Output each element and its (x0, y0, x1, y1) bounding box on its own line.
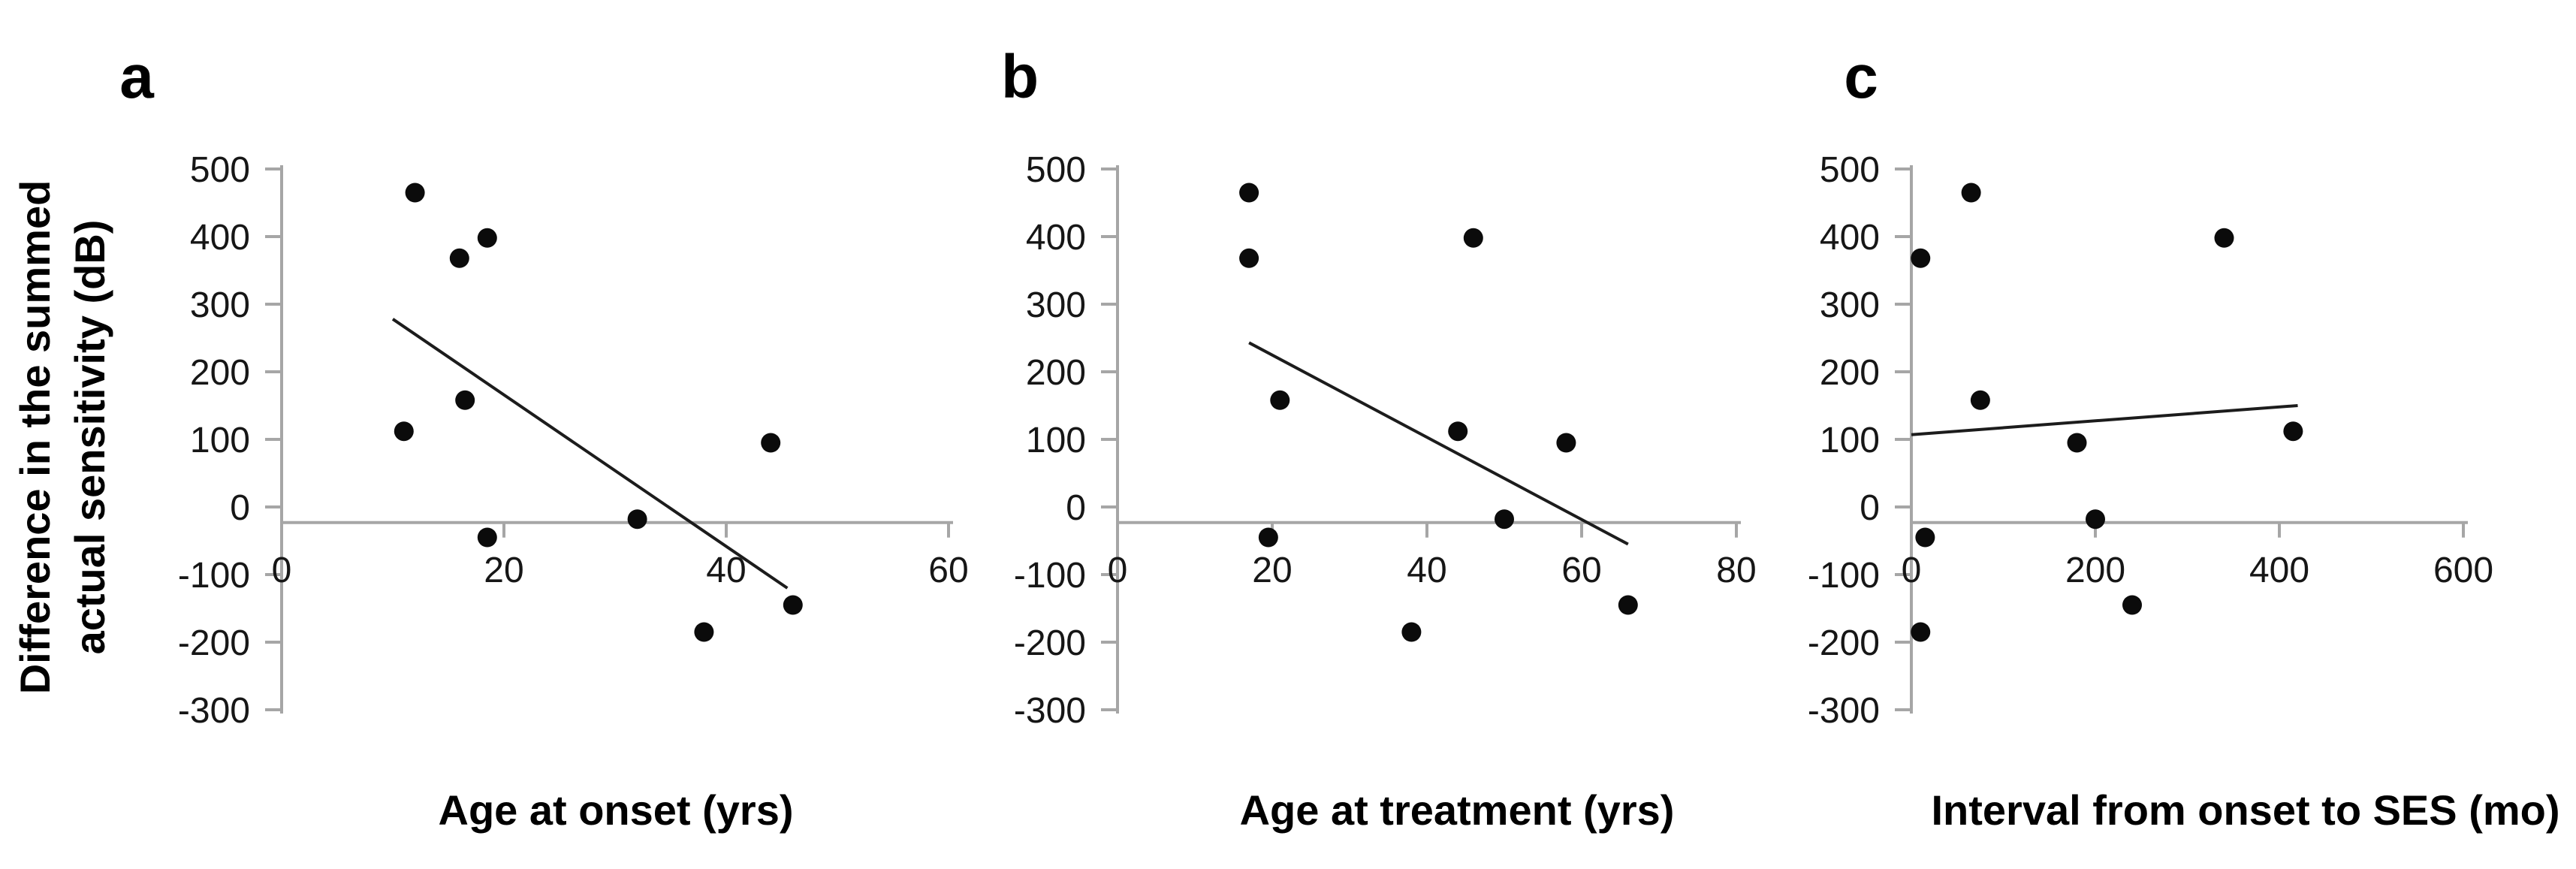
data-point (1911, 622, 1931, 642)
y-tick-label: -200 (178, 623, 250, 663)
data-point (761, 433, 781, 453)
y-tick-label: 300 (1026, 285, 1086, 325)
y-tick-label: -100 (178, 556, 250, 596)
data-point (477, 527, 497, 548)
x-tick-label: 0 (1108, 551, 1128, 590)
y-tick-label: 100 (1026, 421, 1086, 460)
panel-label-c: c (1844, 43, 1878, 111)
data-point (627, 509, 647, 530)
y-tick-label: 0 (1066, 488, 1086, 528)
plot-area-c: 500 400 300 200 100 0 -100 -200 -300 0 200 400 600 (1808, 150, 2493, 731)
data-point (405, 183, 425, 203)
y-tick-label: 300 (1820, 285, 1880, 325)
data-point (1463, 228, 1483, 248)
data-point (455, 390, 475, 410)
data-point (1915, 527, 1935, 548)
data-point (1239, 248, 1259, 268)
y-tick-label: 500 (1820, 150, 1880, 190)
y-tick-label: -200 (1014, 623, 1086, 663)
x-tick-label: 60 (928, 551, 968, 590)
x-tick-label: 200 (2065, 551, 2125, 590)
data-point (1961, 183, 1981, 203)
y-tick-label: 100 (1820, 421, 1880, 460)
y-tick-label: 400 (1820, 218, 1880, 258)
x-axis-title-c: Interval from onset to SES (mo) (1932, 786, 2560, 834)
y-tick-label: 500 (190, 150, 250, 190)
data-point (394, 421, 414, 442)
y-tick-label: 200 (1820, 353, 1880, 393)
data-point (1448, 421, 1468, 442)
data-point (477, 228, 497, 248)
plot-area-b: 500 400 300 200 100 0 -100 -200 -300 0 20 40 60 80 (1014, 150, 1757, 731)
y-tick-label: 0 (1860, 488, 1880, 528)
x-tick-label: 60 (1561, 551, 1601, 590)
trendline (391, 318, 789, 590)
data-point (2067, 433, 2087, 453)
y-axis-title-line2: actual sensitivity (dB) (66, 220, 113, 655)
x-axis-title-b: Age at treatment (yrs) (1240, 786, 1675, 834)
y-tick-label: 0 (230, 488, 250, 528)
y-tick-label: -100 (1808, 556, 1880, 596)
panel-b: b Age at treatment (yrs) 500400300200100… (1001, 43, 1757, 834)
y-tick-label: -200 (1808, 623, 1880, 663)
panel-a: a Age at onset (yrs) 5004003002001000-10… (119, 43, 969, 834)
y-tick-label: 300 (190, 285, 250, 325)
x-tick-label: 20 (484, 551, 523, 590)
trendline (1248, 341, 1629, 546)
panel-label-a: a (119, 43, 155, 111)
data-point (1911, 248, 1931, 268)
data-point (2283, 421, 2303, 442)
data-point (2122, 595, 2142, 615)
y-tick-label: 200 (190, 353, 250, 393)
y-tick-label: 400 (190, 218, 250, 258)
data-point (1970, 390, 1990, 410)
data-point (783, 595, 803, 615)
x-tick-label: 0 (1902, 551, 1922, 590)
data-point (1556, 433, 1576, 453)
y-tick-label: 200 (1026, 353, 1086, 393)
data-point (2086, 509, 2105, 530)
x-tick-label: 80 (1716, 551, 1756, 590)
data-point (1239, 183, 1259, 203)
y-tick-label: 500 (1026, 150, 1086, 190)
data-point (1270, 390, 1290, 410)
y-tick-label: 100 (190, 421, 250, 460)
data-point (1495, 509, 1514, 530)
x-tick-label: 40 (1407, 551, 1446, 590)
panel-label-b: b (1001, 43, 1039, 111)
y-tick-label: -300 (178, 691, 250, 731)
y-tick-label: -300 (1808, 691, 1880, 731)
x-tick-label: 20 (1252, 551, 1292, 590)
x-tick-label: 400 (2249, 551, 2309, 590)
y-axis-title-line1: Difference in the summed (11, 180, 59, 695)
x-axis-title-a: Age at onset (yrs) (439, 786, 794, 834)
y-tick-label: -100 (1014, 556, 1086, 596)
x-tick-label: 0 (272, 551, 292, 590)
y-tick-label: -300 (1014, 691, 1086, 731)
data-point (1401, 622, 1422, 642)
data-point (1618, 595, 1638, 615)
y-tick-label: 400 (1026, 218, 1086, 258)
data-point (449, 248, 469, 268)
data-point (694, 622, 714, 642)
trendline (1911, 404, 2298, 436)
data-point (1258, 527, 1278, 548)
data-point (2214, 228, 2234, 248)
panel-c: c Interval from onset to SES (mo) 500 400… (1808, 43, 2560, 834)
x-tick-label: 600 (2433, 551, 2493, 590)
